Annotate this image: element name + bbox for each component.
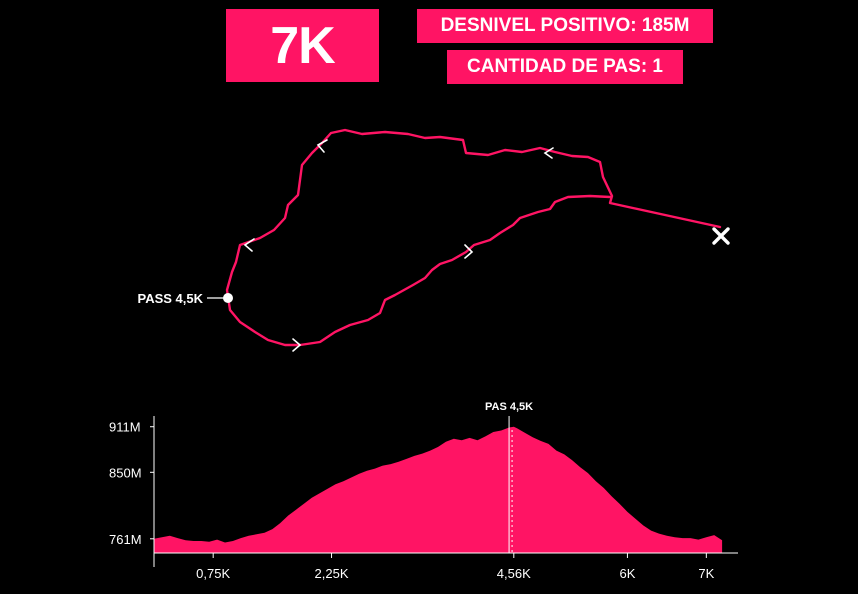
- chevron-arrow-icon: [464, 244, 474, 259]
- chevron-arrow-icon: [316, 139, 328, 153]
- x-tick-label: 6K: [619, 566, 635, 581]
- x-tick-label: 4,56K: [497, 566, 531, 581]
- elevation-gain-badge: DESNIVEL POSITIVO: 185M: [417, 9, 713, 43]
- chevron-arrow-icon: [543, 147, 554, 159]
- elevation-area: [154, 426, 723, 553]
- x-tick-label: 7K: [698, 566, 714, 581]
- x-tick-label: 0,75K: [196, 566, 230, 581]
- elevation-chart: 761M 850M 911M 0,75K 2,25K 4,56K 6K 7K PAS 4,5K: [109, 401, 738, 581]
- chevron-arrow-icon: [292, 338, 302, 352]
- y-tick-label: 761M: [109, 532, 142, 547]
- pass-marker-dot: [223, 293, 233, 303]
- pass-map-label: PASS 4,5K: [137, 291, 203, 306]
- pass-marker-label: PAS 4,5K: [485, 401, 533, 413]
- route-line: [225, 128, 722, 347]
- y-tick-label: 911M: [109, 420, 141, 435]
- pass-count-badge: CANTIDAD DE PAS: 1: [447, 50, 683, 84]
- y-tick-label: 850M: [109, 465, 142, 480]
- distance-badge: 7K: [226, 9, 379, 82]
- x-tick-label: 2,25K: [315, 566, 349, 581]
- chevron-arrow-icon: [243, 238, 255, 252]
- x-mark-icon: [712, 227, 730, 245]
